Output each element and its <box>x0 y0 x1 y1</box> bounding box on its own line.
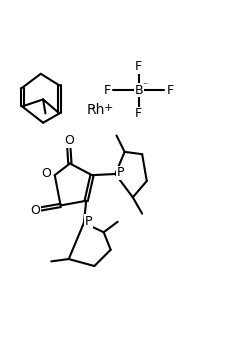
Text: O: O <box>42 167 51 180</box>
Text: O: O <box>64 134 74 147</box>
Text: F: F <box>104 84 111 97</box>
Text: F: F <box>167 84 174 97</box>
Text: F: F <box>135 60 142 73</box>
Text: ⁻: ⁻ <box>142 81 147 91</box>
Text: B: B <box>134 84 143 97</box>
Text: P: P <box>85 214 92 227</box>
Text: +: + <box>104 103 113 113</box>
Text: P: P <box>117 166 124 179</box>
Text: O: O <box>30 204 40 217</box>
Text: Rh: Rh <box>86 103 105 117</box>
Text: F: F <box>135 107 142 120</box>
